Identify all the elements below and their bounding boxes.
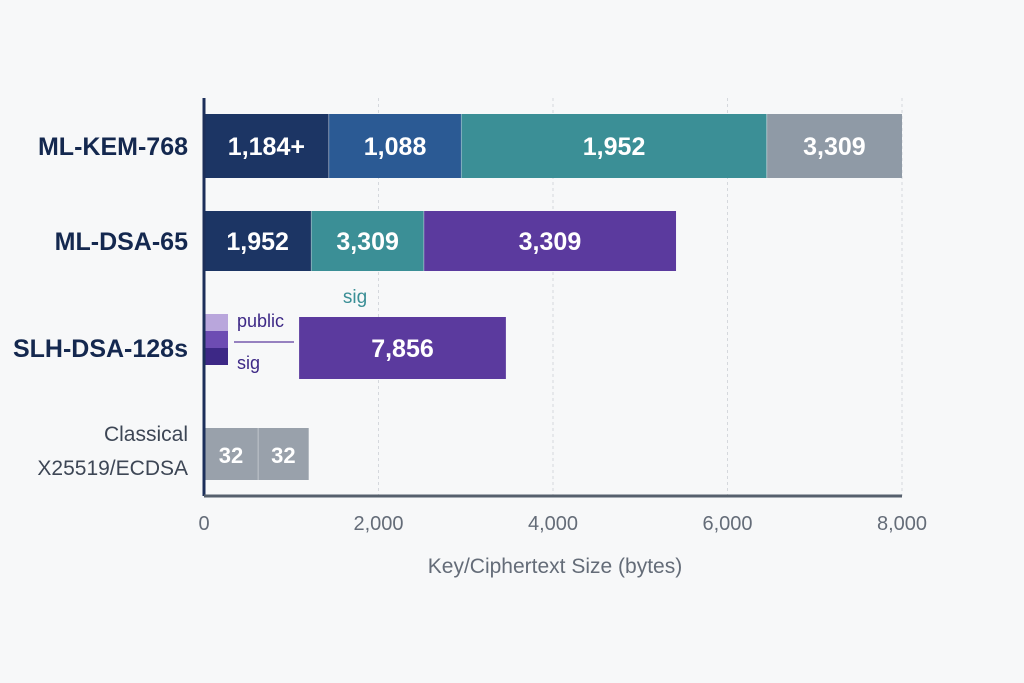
legend-swatch-1 (204, 331, 228, 348)
bar-segment-1-2 (423, 211, 677, 271)
legend-label-2: sig (237, 353, 260, 373)
bar-annotation-1: sig (343, 287, 367, 308)
legend-swatch-0 (204, 314, 228, 331)
data-label-1-1: 3,309 (336, 228, 399, 256)
category-label-3-line-1: X25519/ECDSA (37, 457, 188, 480)
data-label-3-1: 32 (271, 443, 295, 468)
data-label-2-0: 7,856 (371, 335, 434, 363)
x-tick-label-4000: 4,000 (528, 513, 578, 535)
bar-segment-1-0 (204, 211, 312, 271)
bar-segment-3-0 (204, 428, 259, 480)
x-tick-label-8000: 8,000 (877, 513, 927, 535)
data-label-3-0: 32 (219, 443, 243, 468)
data-label-0-1: 1,088 (364, 133, 427, 161)
legend-label-0: public (237, 311, 284, 331)
bar-segment-2-0 (299, 317, 506, 379)
data-label-0-0: 1,184+ (228, 133, 305, 161)
x-tick-label-2000: 2,000 (353, 513, 403, 535)
bar-segment-0-2 (461, 114, 767, 178)
category-label-1: ML-DSA-65 (55, 228, 188, 256)
bar-segment-1-1 (311, 211, 424, 271)
category-label-3-line-0: Classical (104, 423, 188, 446)
bar-segment-0-1 (328, 114, 462, 178)
data-label-0-3: 3,309 (803, 133, 866, 161)
legend-swatch-2 (204, 348, 228, 365)
x-axis-title: Key/Ciphertext Size (bytes) (428, 555, 682, 578)
data-label-0-2: 1,952 (583, 133, 646, 161)
data-label-1-2: 3,309 (519, 228, 582, 256)
category-label-2: SLH-DSA-128s (13, 335, 188, 363)
x-tick-label-0: 0 (198, 513, 209, 535)
bar-segment-3-1 (258, 428, 309, 480)
data-label-1-0: 1,952 (226, 228, 289, 256)
x-tick-label-6000: 6,000 (702, 513, 752, 535)
bar-segment-0-0 (204, 114, 329, 178)
bar-segment-0-3 (766, 114, 902, 178)
category-label-0: ML-KEM-768 (38, 133, 188, 161)
